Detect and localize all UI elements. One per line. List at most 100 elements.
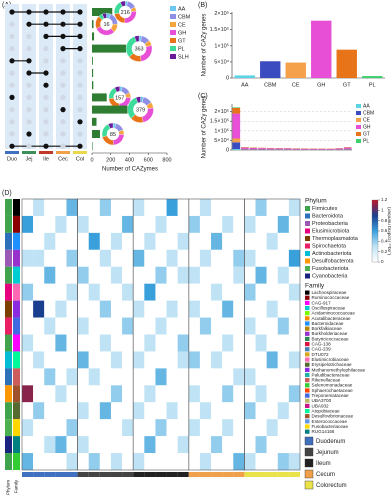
donut-hole: [113, 91, 126, 104]
set-dot: [77, 70, 83, 76]
phylum-annotation: [5, 351, 12, 369]
heatmap-cell: [110, 385, 123, 403]
legend-swatch: [356, 132, 361, 136]
heatmap-cell: [44, 334, 56, 352]
x-tick-label: GT: [343, 82, 351, 88]
heatmap-cell: [55, 334, 67, 352]
heatmap-cell: [133, 402, 145, 420]
heatmap-cell: [166, 249, 178, 267]
heatmap-cell: [144, 199, 156, 216]
legend-label: Proteobacteria: [312, 221, 349, 227]
set-dot: [77, 33, 83, 40]
heatmap-cell: [233, 300, 245, 318]
heatmap-cell: [222, 334, 234, 352]
region-annotation: [288, 472, 300, 477]
bar-segment: [318, 148, 326, 150]
heatmap-cell: [277, 317, 289, 335]
bar-segment: [232, 107, 241, 108]
heatmap-cell: [66, 453, 78, 471]
bar-segment: [283, 148, 292, 150]
heatmap-cell: [188, 215, 200, 233]
heatmap-cell: [110, 317, 123, 335]
heatmap-cell: [33, 283, 45, 301]
heatmap-cell: [88, 351, 100, 369]
heatmap-cell: [55, 419, 67, 437]
legend-label: CBM: [363, 111, 374, 117]
heatmap-cell: [288, 368, 301, 386]
heatmap-cell: [33, 300, 45, 318]
heatmap-cell: [266, 317, 278, 335]
legend-label: Elusimicrobiota: [312, 229, 350, 235]
heatmap-cell: [77, 368, 89, 386]
bar-segment: [249, 147, 258, 150]
phylum-annotation: [5, 402, 12, 420]
heatmap-cell: [22, 215, 34, 233]
heatmap-cell: [155, 266, 167, 284]
y-tick-label: 2×10⁵: [214, 10, 229, 17]
heatmap-cell: [155, 300, 167, 318]
set-dot: [26, 9, 32, 15]
heatmap-cell: [188, 368, 200, 386]
legend-swatch: [305, 408, 310, 414]
heatmap-cell: [211, 436, 223, 454]
heatmap-cell: [66, 249, 78, 267]
heatmap-cell: [44, 300, 56, 318]
heatmap-cell: [144, 334, 156, 352]
heatmap-cell: [211, 317, 223, 335]
colorbar-tick-label: 1.2: [381, 197, 388, 202]
heatmap-cell: [211, 419, 223, 437]
bar-segment: [232, 142, 241, 150]
x-tick-label: PL: [369, 82, 376, 88]
heatmap-cell: [155, 283, 167, 301]
y-tick-label: 5×10⁴: [214, 137, 229, 144]
region-annotation: [144, 472, 156, 477]
set-dot: [77, 94, 83, 100]
bar-segment: [343, 147, 352, 149]
y-axis-title: Number of CAZy genes: [202, 14, 208, 77]
legend-swatch: [304, 458, 314, 468]
heatmap-cell: [166, 317, 178, 335]
heatmap-cell: [88, 215, 100, 233]
heatmap-cell: [222, 266, 234, 284]
x-tick-label: 600: [144, 157, 153, 163]
heatmap-cell: [144, 453, 156, 471]
heatmap-cell: [88, 199, 100, 216]
x-tick-label: 200: [106, 157, 115, 163]
legend-swatch: [356, 118, 361, 122]
legend-swatch: [356, 104, 361, 108]
heatmap-cell: [33, 232, 45, 250]
region-annotation: [99, 472, 111, 477]
heatmap-cell: [77, 249, 89, 267]
heatmap-cell: [155, 232, 167, 250]
legend-swatch: [305, 393, 310, 398]
heatmap-cell: [88, 232, 100, 250]
heatmap-cell: [177, 266, 189, 284]
set-dot: [60, 94, 66, 100]
heatmap-cell: [33, 199, 45, 216]
heatmap-cell: [33, 385, 45, 403]
heatmap-cell: [77, 419, 89, 437]
heatmap-cell: [122, 249, 134, 267]
heatmap-cell: [255, 351, 267, 369]
heatmap-cell: [211, 215, 223, 233]
heatmap-cell: [44, 266, 56, 284]
region-annotation: [166, 472, 178, 477]
heatmap-cell: [88, 283, 100, 301]
heatmap-cell: [199, 368, 212, 386]
bar: [92, 117, 97, 126]
heatmap-cell: [166, 351, 178, 369]
legend-swatch: [305, 331, 310, 336]
heatmap-cell: [99, 385, 112, 403]
heatmap-cell: [166, 385, 178, 403]
set-color: [39, 151, 53, 154]
heatmap-cell: [266, 385, 278, 403]
heatmap-cell: [144, 436, 156, 454]
legend-swatch: [305, 357, 310, 362]
x-tick-label: 0: [90, 157, 93, 163]
set-dot: [26, 58, 32, 64]
x-tick-label: CE: [292, 82, 300, 88]
y-tick-label: 1×10⁵: [214, 127, 229, 134]
y-axis-title: Number of CAZy genes: [202, 96, 208, 159]
set-dot: [43, 70, 49, 76]
bar-segment: [232, 138, 241, 143]
